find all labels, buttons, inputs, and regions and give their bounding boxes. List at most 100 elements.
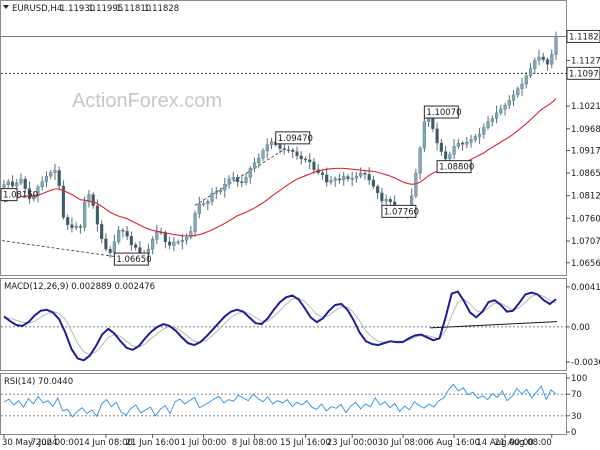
macd-tick-label: -0.003678 [571, 358, 600, 368]
price-tick-label: 1.08125 [571, 192, 600, 202]
candle-body [231, 177, 235, 180]
candle-body [10, 181, 15, 187]
candle-body [371, 179, 376, 187]
candle-body [66, 217, 70, 225]
candle-body [486, 121, 490, 128]
time-tick-label: 21 Aug 08:00 [494, 438, 551, 448]
candle-body [36, 186, 40, 197]
candle-body [376, 186, 380, 194]
macd-line [3, 290, 557, 362]
candle-body [227, 178, 231, 185]
rsi-tick-label: 70 [571, 390, 582, 400]
candle-body [151, 239, 155, 250]
candle-body [499, 108, 503, 114]
candle-body [359, 172, 363, 177]
candle-body [61, 185, 66, 218]
time-tick-label: 23 Jul 00:00 [327, 438, 378, 448]
candle-body [388, 199, 392, 203]
price-tick-label: 1.07070 [571, 237, 600, 247]
candle-body [235, 177, 240, 182]
candle-body [176, 241, 180, 244]
time-tick-label: 8 Jul 08:00 [232, 438, 278, 448]
time-tick-label: 14 Aug 00:00 [476, 438, 533, 448]
candle-body [70, 224, 74, 228]
rsi-title: RSI(14) 70.0440 [4, 377, 73, 387]
time-tick-label: 30 Jul 08:00 [378, 438, 429, 448]
macd-panel-frame [0, 278, 567, 371]
candle-body [189, 231, 193, 238]
time-tick-label: 1 Jul 00:00 [181, 438, 227, 448]
macd-title: MACD(12,26,9) 0.002889 0.002476 [4, 282, 155, 292]
time-tick-label: 15 Jul 16:00 [280, 438, 331, 448]
price-header: EURUSD,H4 1.11930 1.11995 1.11810 1.1182… [3, 4, 179, 14]
candle-body [422, 121, 426, 149]
candle-body [350, 178, 354, 180]
candle-body [494, 112, 499, 119]
candle-body [117, 230, 121, 243]
candle-body [363, 172, 367, 175]
price-tick-label: 1.11270 [571, 56, 600, 66]
annotation-box [275, 131, 311, 145]
candle-body [57, 170, 61, 187]
candle-body [184, 236, 189, 241]
annotation-box [381, 204, 417, 218]
annotation-box [436, 160, 472, 174]
last-price-label: 1.11828 [569, 32, 600, 42]
candle-body [197, 203, 201, 214]
rsi-tick-label: 0 [571, 428, 576, 438]
candle-body [333, 178, 337, 181]
annotation-label: 1.08150 [3, 191, 38, 201]
candle-body [312, 161, 316, 170]
candle-body [299, 155, 303, 160]
candle-body [214, 191, 218, 194]
macd-tick-label: 0.004195 [571, 283, 600, 293]
candle-body [218, 190, 223, 192]
candle-body [210, 193, 214, 202]
candle-body [337, 178, 342, 181]
candle-body [74, 226, 78, 228]
candle-body [49, 172, 53, 177]
candle-body [265, 144, 269, 151]
candle-body [104, 238, 108, 250]
last-price-box [566, 29, 600, 43]
candle-body [490, 118, 494, 122]
macd-tick-label: 0.00 [571, 323, 590, 333]
candle-body [545, 59, 550, 65]
candle-body [248, 168, 252, 178]
candle-body [40, 181, 44, 188]
price-tick-label: 1.10210 [571, 102, 600, 112]
candle-body [2, 184, 6, 188]
candle-body [167, 241, 172, 246]
candle-body [244, 177, 248, 183]
macd-panel: 0.004195 0.00 -0.003678 [1, 283, 600, 368]
price-axis: 1.11270 1.10970 1.10210 1.09680 1.09175 1.086… [566, 56, 600, 269]
level-label: 1.10970 [569, 69, 600, 79]
macd-signal-line [3, 293, 557, 356]
collapse-triangle-icon[interactable] [3, 5, 9, 9]
candle-body [329, 180, 333, 183]
ohlc-high: 1.11995 [88, 4, 123, 14]
candle-body [325, 174, 329, 183]
annotation-box [113, 252, 149, 266]
annotation-box [423, 105, 459, 119]
candle-body [528, 68, 533, 77]
ohlc-open: 1.11930 [60, 4, 95, 14]
candle-body [261, 150, 265, 159]
candle-body [448, 154, 452, 160]
macd-trendline [429, 321, 558, 329]
candle-body [439, 142, 443, 152]
rsi-tick-label: 100 [571, 374, 587, 384]
rsi-panel: 100 70 30 0 [1, 374, 587, 438]
price-tick-label: 1.08650 [571, 169, 600, 179]
candle-body [83, 201, 87, 228]
candle-body [460, 142, 465, 145]
rsi-line [3, 383, 557, 418]
candle-body [87, 194, 91, 203]
candle-body [23, 178, 27, 189]
candle-body [520, 83, 524, 90]
candle-body [537, 56, 541, 61]
annotation-label: 1.07760 [384, 207, 419, 217]
time-tick-label: 30 May 2024 [2, 438, 57, 448]
price-tick-label: 1.09175 [571, 147, 600, 157]
